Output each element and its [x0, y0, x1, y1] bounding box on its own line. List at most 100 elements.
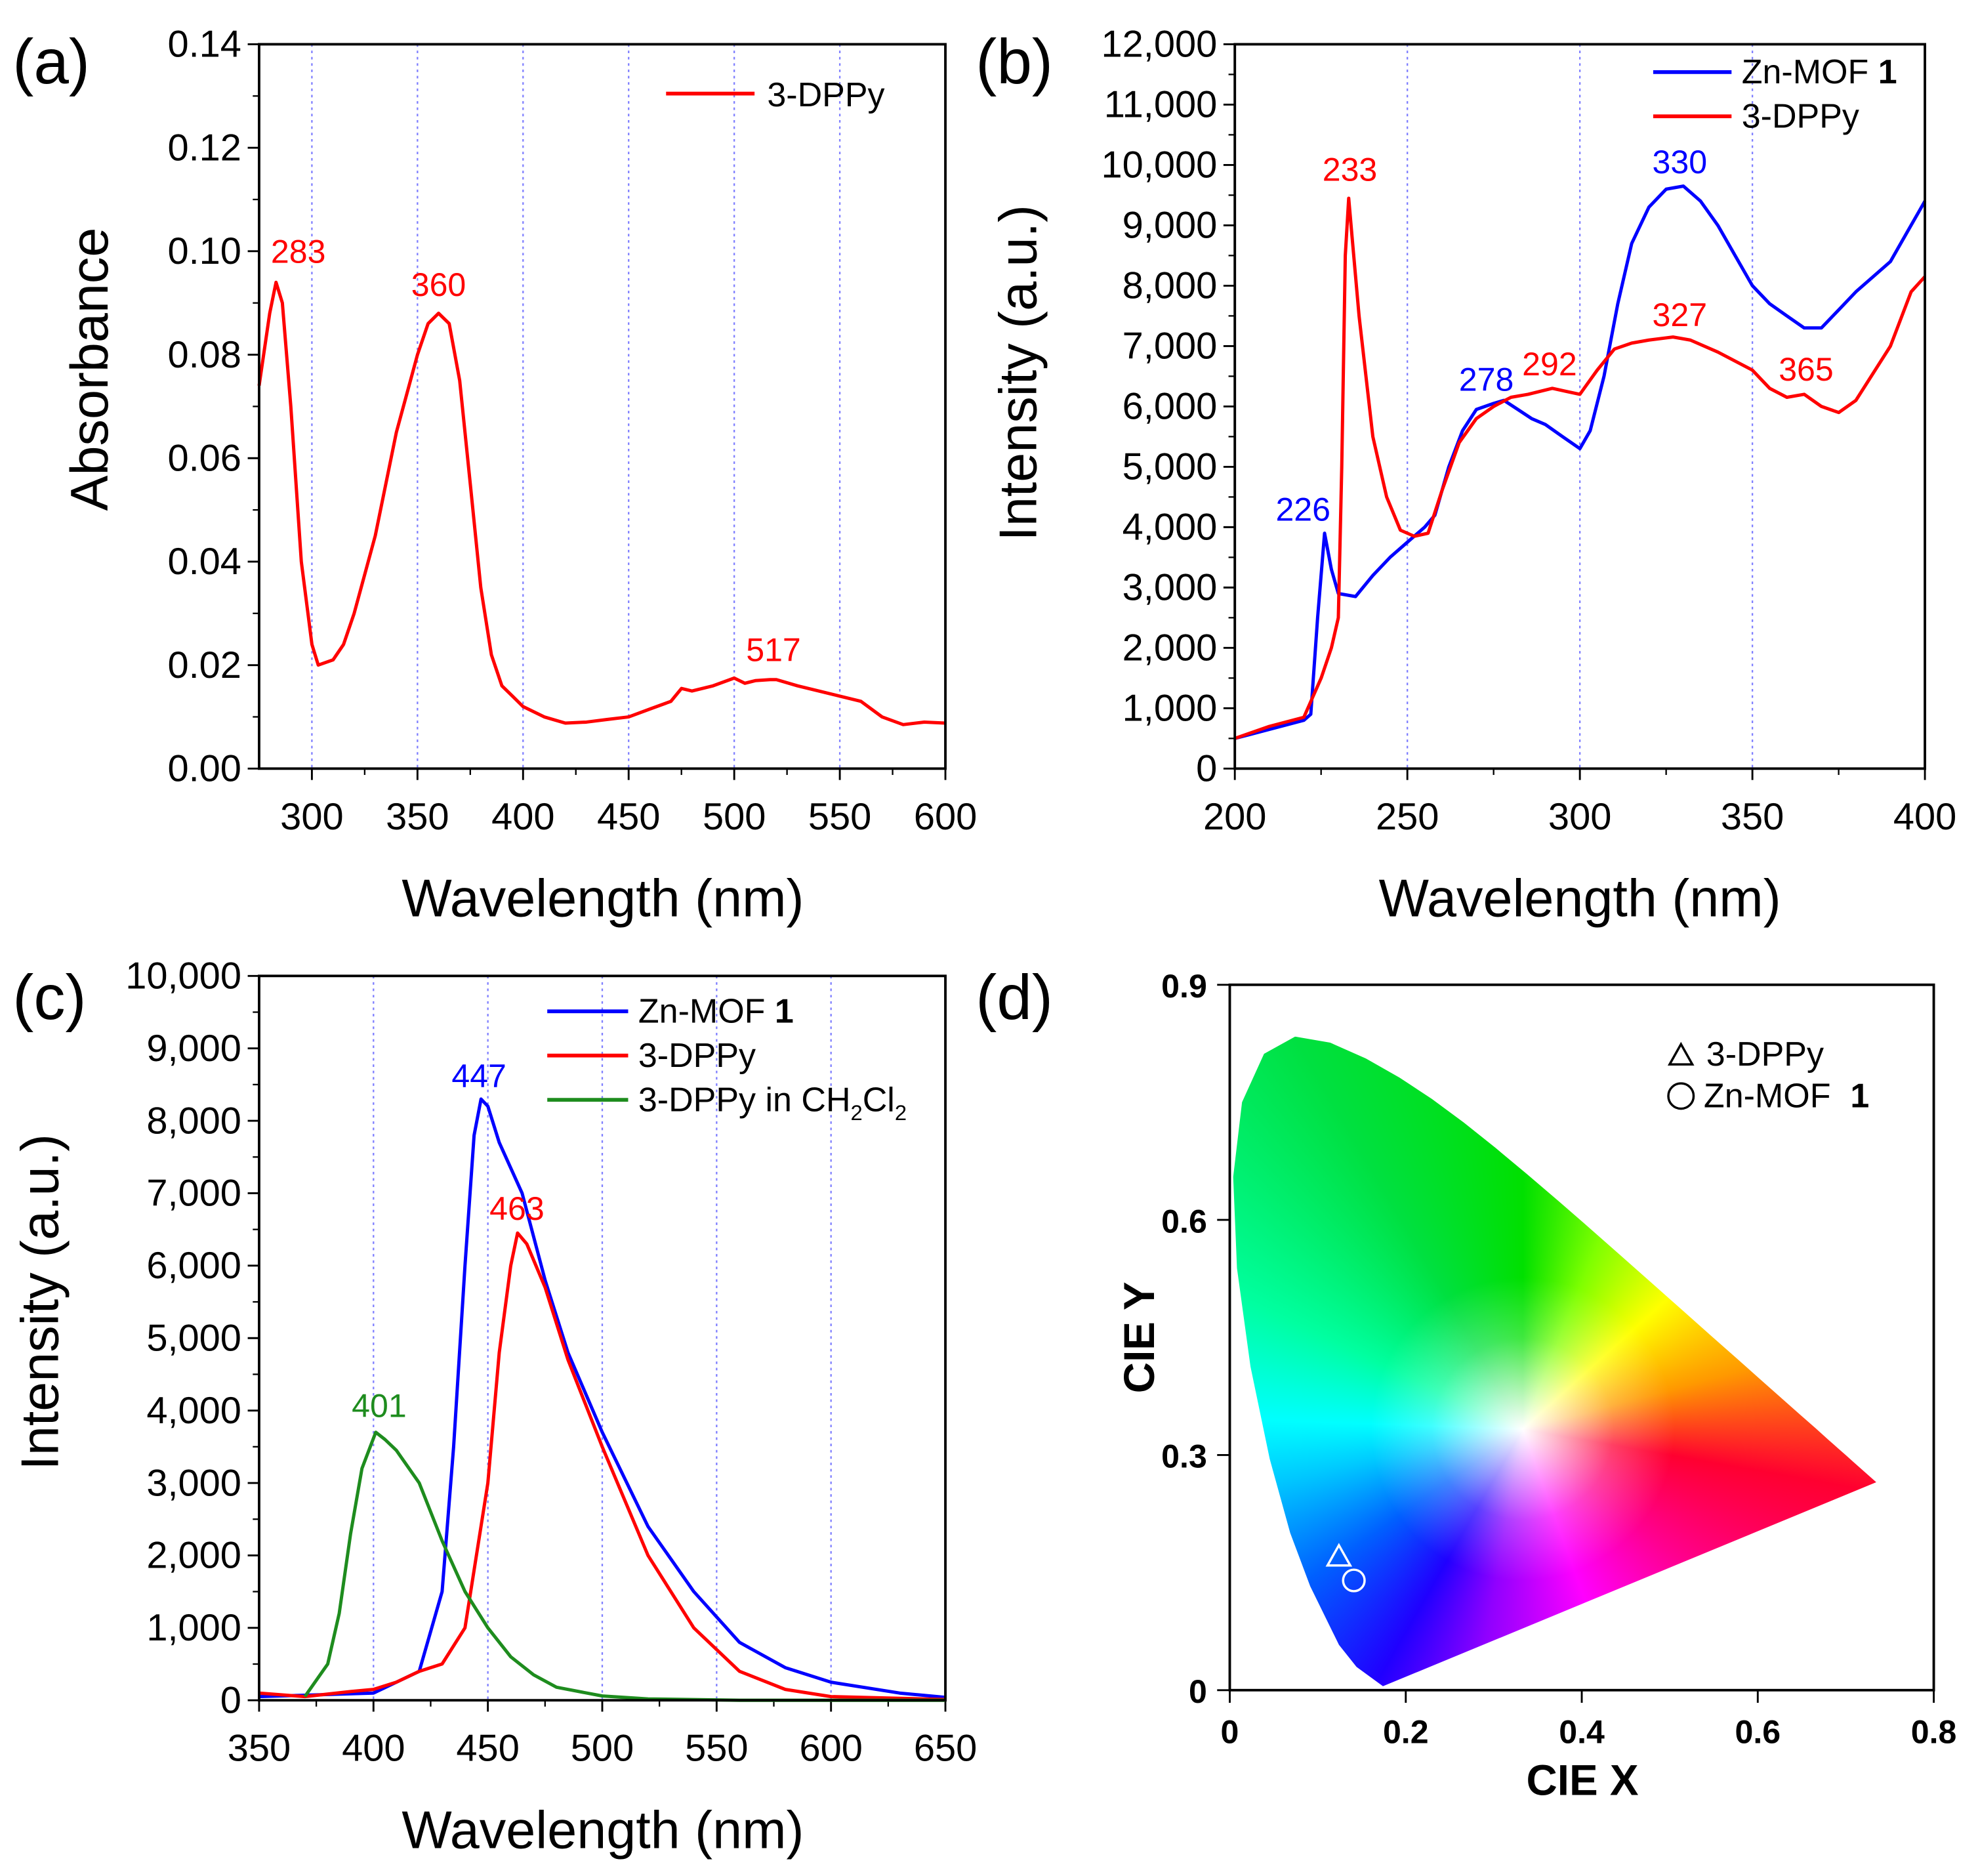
panel-a-ylabel: Absorbance	[60, 228, 119, 511]
peak-label: 278	[1459, 361, 1514, 398]
y-tick-label: 0.6	[1161, 1203, 1207, 1240]
x-tick-label: 500	[703, 796, 766, 838]
peak-label: 517	[746, 632, 801, 669]
y-tick-label: 8,000	[1123, 265, 1218, 307]
panel-c: 350 400 450 500 550 600 650 0 1,000 2,000 3,000 4,0…	[125, 955, 977, 1770]
panel-label-b: (b)	[976, 27, 1053, 97]
series-line-3-dppy	[1234, 196, 1926, 740]
legend-label-3dppy-ch2cl2: 3-DPPy in CH2Cl2	[638, 1081, 907, 1124]
y-tick-label: 7,000	[1123, 325, 1218, 367]
legend-label-3dppy: 3-DPPy	[767, 76, 884, 114]
series-line-3-dppy	[258, 1231, 946, 1701]
x-tick-label: 300	[280, 796, 343, 838]
x-tick-label: 650	[914, 1728, 977, 1770]
y-tick-label: 0.9	[1161, 968, 1207, 1005]
panel-b-ylabel: Intensity (a.u.)	[989, 205, 1048, 541]
x-tick-label: 200	[1203, 796, 1266, 838]
panel-d-ylabel: CIE Y	[1115, 1282, 1163, 1393]
y-tick-label: 4,000	[1123, 507, 1218, 549]
y-tick-label: 2,000	[1123, 627, 1218, 669]
peak-label: 327	[1653, 297, 1708, 333]
panel-a-legend: 3-DPPy	[666, 76, 885, 114]
y-tick-label: 10,000	[125, 955, 241, 997]
x-tick-label: 550	[685, 1728, 748, 1770]
plot-frame	[1233, 43, 1927, 770]
x-tick-label: 250	[1376, 796, 1439, 838]
y-tick-label: 4,000	[146, 1390, 241, 1432]
series-line-zn-mof-1	[1234, 184, 1927, 740]
peak-label: 401	[352, 1388, 407, 1425]
data-point-triangle	[1325, 1543, 1353, 1567]
panel-label-c: (c)	[12, 963, 86, 1033]
x-tick-label: 350	[386, 796, 449, 838]
panel-d-legend: 3-DPPy Zn-MOF 1	[1667, 1035, 1869, 1115]
y-tick-label: 6,000	[1123, 386, 1218, 428]
y-tick-label: 1,000	[146, 1607, 241, 1649]
y-tick-label: 8,000	[146, 1100, 241, 1142]
y-tick-label: 5,000	[146, 1318, 241, 1360]
peak-label: 360	[411, 266, 466, 303]
legend-triangle-icon	[1667, 1041, 1695, 1066]
legend-label-3dppy: 3-DPPy	[1706, 1035, 1824, 1073]
y-tick-label: 0.06	[167, 438, 241, 480]
y-tick-label: 0.02	[167, 644, 241, 686]
peak-label: 226	[1275, 491, 1330, 528]
peak-label: 447	[451, 1058, 506, 1094]
x-tick-label: 450	[597, 796, 660, 838]
panel-d-xlabel: CIE X	[1526, 1757, 1638, 1804]
y-tick-label: 0	[1189, 1673, 1207, 1710]
y-tick-label: 9,000	[1123, 205, 1218, 247]
x-tick-label: 350	[228, 1728, 291, 1770]
panel-label-a: (a)	[12, 27, 90, 97]
y-tick-label: 3,000	[1123, 567, 1218, 609]
y-tick-label: 9,000	[146, 1028, 241, 1070]
y-tick-label: 0.12	[167, 127, 241, 169]
y-tick-label: 0	[1196, 748, 1217, 790]
legend-circle-icon	[1667, 1082, 1695, 1110]
panel-label-d: (d)	[976, 963, 1053, 1033]
x-tick-label: 0.8	[1911, 1714, 1957, 1751]
legend-label-zn-mof: Zn-MOF 1	[638, 993, 794, 1031]
y-tick-label: 2,000	[146, 1535, 241, 1577]
x-tick-label: 0	[1221, 1714, 1239, 1751]
plot-frame	[258, 974, 947, 1702]
panel-b-xlabel: Wavelength (nm)	[1379, 869, 1781, 928]
x-tick-label: 600	[914, 796, 977, 838]
panel-c-legend: Zn-MOF 1 3-DPPy 3-DPPy in CH2Cl2	[547, 993, 907, 1125]
x-tick-label: 400	[1893, 796, 1956, 838]
peak-label: 292	[1522, 346, 1577, 383]
panel-a-xlabel: Wavelength (nm)	[402, 869, 804, 928]
y-tick-label: 0.10	[167, 230, 241, 272]
y-tick-label: 0	[220, 1679, 241, 1721]
x-tick-label: 400	[342, 1728, 405, 1770]
y-tick-label: 5,000	[1123, 446, 1218, 488]
legend-label-3dppy: 3-DPPy	[1742, 98, 1859, 136]
y-tick-label: 0.04	[167, 541, 241, 583]
peak-labels: 283 360 517 233 330 278 292 327 365 226 …	[271, 144, 1834, 1425]
series-line-3-dppy	[257, 280, 946, 726]
panel-b-legend: Zn-MOF 1 3-DPPy	[1653, 53, 1897, 136]
panel-c-ylabel: Intensity (a.u.)	[11, 1134, 70, 1470]
x-tick-label: 0.6	[1735, 1714, 1781, 1751]
x-tick-label: 350	[1721, 796, 1784, 838]
y-tick-label: 6,000	[146, 1245, 241, 1287]
x-tick-label: 400	[491, 796, 554, 838]
y-tick-label: 1,000	[1123, 688, 1218, 730]
x-tick-label: 0.4	[1559, 1714, 1605, 1751]
panel-a: 300 350 400 450 500 550 600 0.00 0.02 0.04 0.06 0.0…	[167, 24, 977, 838]
peak-label: 283	[271, 234, 326, 270]
plot-frame	[1228, 983, 1935, 1692]
x-tick-label: 550	[808, 796, 871, 838]
data-point-circle	[1342, 1568, 1366, 1593]
x-tick-label: 0.2	[1383, 1714, 1429, 1751]
y-tick-label: 7,000	[146, 1173, 241, 1215]
panel-c-xlabel: Wavelength (nm)	[402, 1801, 804, 1860]
y-tick-label: 11,000	[1104, 84, 1217, 126]
series-line-zn-mof-1	[258, 1097, 946, 1699]
peak-label: 330	[1653, 144, 1708, 180]
panel-d: 0 0.2 0.4 0.6 0.8 0 0.3 0.6 0.9	[1161, 968, 1956, 1751]
peak-label: 463	[489, 1190, 545, 1227]
y-tick-label: 10,000	[1102, 144, 1218, 186]
legend-label-zn-mof: Zn-MOF 1	[1742, 53, 1897, 91]
x-tick-label: 500	[571, 1728, 634, 1770]
